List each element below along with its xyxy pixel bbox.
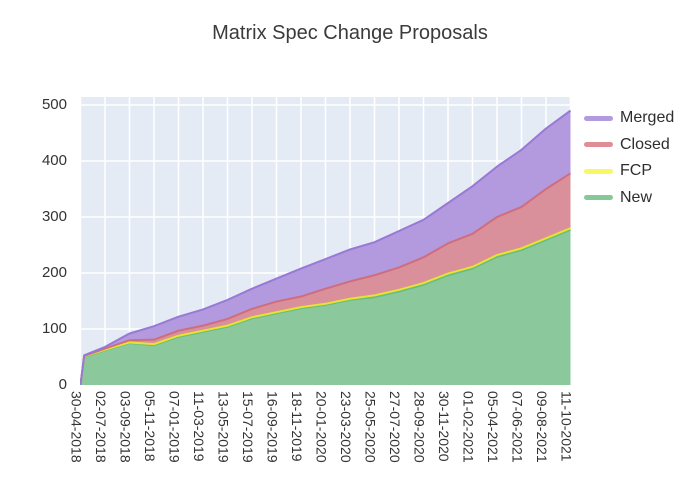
x-tick-label: 01-02-2021 [460,391,477,463]
x-tick-label: 07-01-2019 [166,391,183,463]
x-tick-label: 11-10-2021 [558,391,575,462]
area-new [80,229,571,385]
x-tick-label: 05-04-2021 [485,391,501,463]
legend-swatch-fcp [584,168,613,174]
legend-item-merged[interactable]: Merged [584,105,674,131]
y-tick-label: 300 [41,208,67,225]
x-tick-label: 30-04-2018 [68,391,85,463]
x-tick-label: 16-09-2019 [264,391,281,463]
y-tick-label: 200 [41,264,67,281]
x-tick-label: 09-08-2021 [534,391,550,463]
x-tick-label: 15-07-2019 [240,391,256,463]
x-tick-label: 28-09-2020 [411,391,428,463]
x-tick-label: 03-09-2018 [117,391,134,463]
x-tick-label: 30-11-2020 [436,391,452,462]
y-tick-label: 500 [41,96,67,113]
chart-title: Matrix Spec Change Proposals [212,22,488,44]
series-areas [80,109,571,385]
legend-swatch-merged [584,115,613,121]
x-tick-label: 18-11-2019 [289,391,305,462]
x-tick-label: 20-01-2020 [313,391,330,463]
y-tick-label: 0 [58,376,67,393]
line-merged [80,109,571,385]
x-tick-label: 13-05-2019 [215,391,232,463]
line-fcp [80,227,571,385]
legend-item-fcp[interactable]: FCP [584,158,652,184]
legend-label: New [620,188,653,206]
legend-label: Merged [620,109,675,126]
legend-label: FCP [620,162,652,179]
legend-item-new[interactable]: New [584,185,652,211]
legend-label: Closed [620,135,670,153]
line-closed [80,172,571,385]
area-merged [80,110,571,385]
x-tick-label: 07-06-2021 [509,391,526,463]
x-tick-label: 25-05-2020 [362,391,379,463]
legend-item-closed[interactable]: Closed [584,132,670,158]
x-tick-label: 11-03-2019 [191,391,207,462]
x-tick-label: 05-11-2018 [142,391,158,462]
legend-swatch-new [584,195,613,200]
y-tick-label: 100 [41,320,67,337]
x-tick-label: 27-07-2020 [387,391,403,463]
x-tick-label: 23-03-2020 [338,391,354,463]
x-tick-label: 02-07-2018 [93,391,109,463]
y-tick-label: 400 [41,152,67,169]
legend-swatch-closed [584,142,613,147]
